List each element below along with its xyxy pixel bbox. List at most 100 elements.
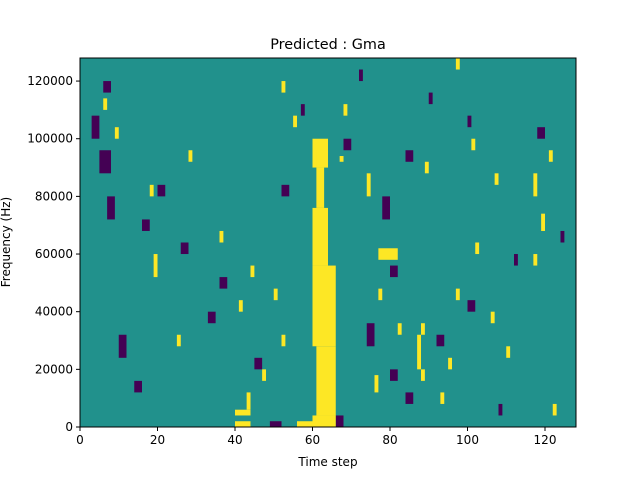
heatmap-cell-class-a bbox=[378, 248, 398, 260]
heatmap-cell-class-a bbox=[312, 207, 328, 266]
heatmap-cell-class-a bbox=[316, 346, 336, 416]
heatmap-cell-class-a bbox=[421, 369, 425, 381]
heatmap-cell-class-b bbox=[157, 184, 166, 197]
y-tick-label: 100000 bbox=[27, 132, 73, 146]
heatmap-cell-class-a bbox=[262, 369, 267, 381]
heatmap-cell-class-a bbox=[188, 150, 193, 162]
heatmap-cell-class-b bbox=[390, 265, 398, 278]
heatmap-cell-class-a bbox=[293, 115, 298, 128]
heatmap-cell-class-b bbox=[359, 69, 363, 82]
heatmap-cell-class-a bbox=[153, 254, 158, 278]
y-axis-label: Frequency (Hz) bbox=[0, 197, 13, 288]
heatmap-cell-class-b bbox=[91, 115, 100, 139]
heatmap-cell-class-a bbox=[552, 403, 557, 416]
heatmap-cell-class-a bbox=[366, 173, 371, 197]
heatmap-cell-class-a bbox=[297, 421, 321, 427]
heatmap-cell-class-b bbox=[514, 254, 518, 266]
heatmap-cell-class-a bbox=[374, 375, 379, 393]
heatmap-cell-class-a bbox=[149, 184, 154, 197]
heatmap-cell-class-a bbox=[235, 421, 251, 427]
heatmap-cell-class-b bbox=[366, 323, 375, 347]
x-tick-label: 120 bbox=[534, 433, 557, 447]
x-tick-label: 20 bbox=[150, 433, 165, 447]
heatmap-cell-class-b bbox=[405, 150, 414, 162]
heatmap-cell-class-b bbox=[207, 311, 216, 324]
heatmap-cell-class-a bbox=[541, 213, 546, 231]
heatmap-cell-class-b bbox=[300, 104, 305, 116]
heatmap-cell-class-a bbox=[424, 161, 429, 174]
chart-title: Predicted : Gma bbox=[270, 37, 386, 53]
x-tick-label: 40 bbox=[227, 433, 242, 447]
heatmap-cell-class-a bbox=[281, 81, 286, 93]
heatmap-cell-class-b bbox=[382, 196, 390, 220]
plot-frame bbox=[79, 57, 577, 428]
heatmap-cell-class-a bbox=[533, 254, 538, 266]
heatmap-cell-class-a bbox=[312, 265, 336, 347]
heatmap-cell-class-b bbox=[219, 277, 228, 289]
y-tick-label: 60000 bbox=[35, 247, 73, 261]
x-axis-label: Time step bbox=[297, 455, 357, 469]
heatmap-cell-class-a bbox=[250, 265, 255, 278]
x-tick-label: 100 bbox=[456, 433, 479, 447]
heatmap-cell-class-b bbox=[498, 403, 503, 416]
heatmap-cell-class-b bbox=[343, 138, 352, 151]
heatmap-cell-class-a bbox=[114, 127, 119, 139]
heatmap-cell-class-a bbox=[378, 288, 383, 301]
heatmap-cells bbox=[80, 58, 576, 427]
y-axis-ticks: 0 20000 40000 60000 80000 100000 120000 bbox=[27, 74, 80, 434]
heatmap-cell-class-a bbox=[176, 334, 181, 347]
heatmap-cell-class-b bbox=[254, 357, 263, 370]
heatmap-cell-class-b bbox=[436, 334, 445, 347]
heatmap-cell-class-a bbox=[506, 346, 511, 358]
heatmap-cell-class-b bbox=[560, 230, 565, 243]
heatmap-cell-class-a bbox=[548, 150, 553, 162]
heatmap-cell-class-a bbox=[219, 230, 224, 243]
heatmap-cell-class-b bbox=[103, 81, 111, 93]
heatmap-cell-class-b bbox=[537, 127, 545, 139]
x-axis-ticks: 0 20 40 60 80 100 120 bbox=[76, 427, 556, 447]
heatmap-cell-class-a bbox=[103, 98, 108, 110]
heatmap-cell-class-a bbox=[421, 323, 425, 335]
heatmap-cell-class-a bbox=[339, 156, 344, 162]
y-tick-label: 40000 bbox=[35, 305, 73, 319]
heatmap-cell-class-a bbox=[316, 167, 325, 208]
heatmap-cell-class-b bbox=[142, 219, 150, 231]
x-tick-label: 0 bbox=[76, 433, 84, 447]
heatmap-cell-class-a bbox=[397, 323, 402, 335]
heatmap-cell-class-b bbox=[467, 300, 476, 312]
heatmap-cell-class-a bbox=[494, 173, 499, 185]
heatmap-cell-class-a bbox=[533, 173, 538, 197]
heatmap-cell-class-a bbox=[246, 392, 251, 410]
heatmap-cell-class-a bbox=[455, 58, 460, 70]
y-tick-label: 20000 bbox=[35, 362, 73, 376]
y-tick-label: 80000 bbox=[35, 189, 73, 203]
heatmap-cell-class-b bbox=[118, 334, 127, 358]
heatmap-cell-class-b bbox=[467, 115, 472, 128]
y-tick-label: 120000 bbox=[27, 74, 73, 88]
heatmap-cell-class-b bbox=[335, 415, 344, 427]
heatmap-cell-class-a bbox=[475, 242, 480, 255]
heatmap-cell-class-a bbox=[235, 409, 251, 416]
heatmap-cell-class-b bbox=[269, 421, 282, 427]
heatmap-cell-class-a bbox=[417, 334, 422, 370]
heatmap-cell-class-a bbox=[316, 150, 329, 168]
heatmap-cell-class-b bbox=[390, 369, 398, 381]
heatmap-cell-class-b bbox=[134, 380, 142, 393]
heatmap-cell-class-b bbox=[180, 242, 189, 255]
y-tick-label: 0 bbox=[65, 420, 73, 434]
heatmap-cell-class-b bbox=[281, 184, 290, 197]
heatmap-cell-class-a bbox=[490, 311, 495, 324]
heatmap-cell-class-a bbox=[273, 288, 278, 301]
heatmap-cell-class-b bbox=[99, 150, 112, 174]
heatmap-cell-class-a bbox=[238, 300, 243, 312]
x-tick-label: 80 bbox=[382, 433, 397, 447]
heatmap-cell-class-a bbox=[281, 334, 286, 347]
heatmap-cell-class-a bbox=[312, 415, 336, 427]
x-tick-label: 60 bbox=[305, 433, 320, 447]
heatmap-cell-class-a bbox=[471, 138, 476, 151]
heatmap-cell-class-a bbox=[455, 288, 460, 301]
heatmap-cell-class-a bbox=[343, 104, 348, 116]
heatmap-cell-class-a bbox=[448, 357, 453, 370]
heatmap-cell-class-a bbox=[440, 392, 445, 404]
